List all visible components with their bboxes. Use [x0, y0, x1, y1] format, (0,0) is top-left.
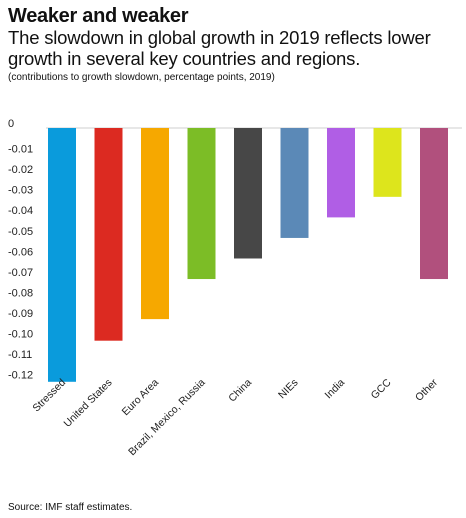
x-category-label: United States — [62, 377, 115, 430]
y-tick-label: -0.02 — [8, 164, 33, 176]
bar-nies — [280, 128, 309, 238]
y-tick-label: -0.10 — [8, 329, 33, 341]
x-category-label: Brazil, Mexico, Russia — [126, 377, 208, 459]
x-category-label: GCC — [369, 376, 394, 401]
bar-chart: 0 -0.01 -0.02 -0.03 -0.04 -0.05 -0.06 -0.07 -0.0… — [8, 118, 462, 458]
y-tick-label: -0.04 — [8, 205, 33, 217]
y-tick-label: -0.01 — [8, 144, 33, 156]
y-tick-label: -0.06 — [8, 246, 33, 258]
y-tick-label: -0.08 — [8, 287, 33, 299]
source-note: Source: IMF staff estimates. — [8, 502, 133, 513]
y-tick-label: -0.05 — [8, 226, 33, 238]
bar-other — [420, 128, 448, 280]
x-category-label: Euro Area — [120, 377, 162, 419]
bar-euro-area — [141, 128, 169, 320]
y-tick-label: 0 — [8, 118, 14, 130]
bars-group — [48, 128, 448, 382]
y-axis: 0 -0.01 -0.02 -0.03 -0.04 -0.05 -0.06 -0.07 -0.0… — [8, 118, 33, 382]
chart-units-note: (contributions to growth slowdown, perce… — [8, 72, 275, 83]
bar-united-states — [94, 128, 123, 341]
x-category-label: India — [323, 377, 348, 402]
y-tick-label: -0.07 — [8, 267, 33, 279]
x-category-label: China — [226, 377, 254, 405]
bar-china — [234, 128, 262, 259]
x-category-label: NIEs — [276, 377, 301, 402]
y-tick-label: -0.11 — [8, 349, 32, 361]
x-category-label: Stressed — [30, 377, 68, 415]
x-category-label: Other — [413, 376, 440, 403]
y-tick-label: -0.03 — [8, 185, 33, 197]
chart-title: Weaker and weaker — [8, 5, 189, 27]
bar-india — [327, 128, 355, 218]
y-tick-label: -0.12 — [8, 370, 33, 382]
bar-stressed — [48, 128, 76, 382]
y-tick-label: -0.09 — [8, 308, 33, 320]
chart-subtitle: The slowdown in global growth in 2019 re… — [8, 27, 431, 69]
bar-gcc — [373, 128, 402, 197]
bar-brazil-mexico-russia — [187, 128, 216, 280]
